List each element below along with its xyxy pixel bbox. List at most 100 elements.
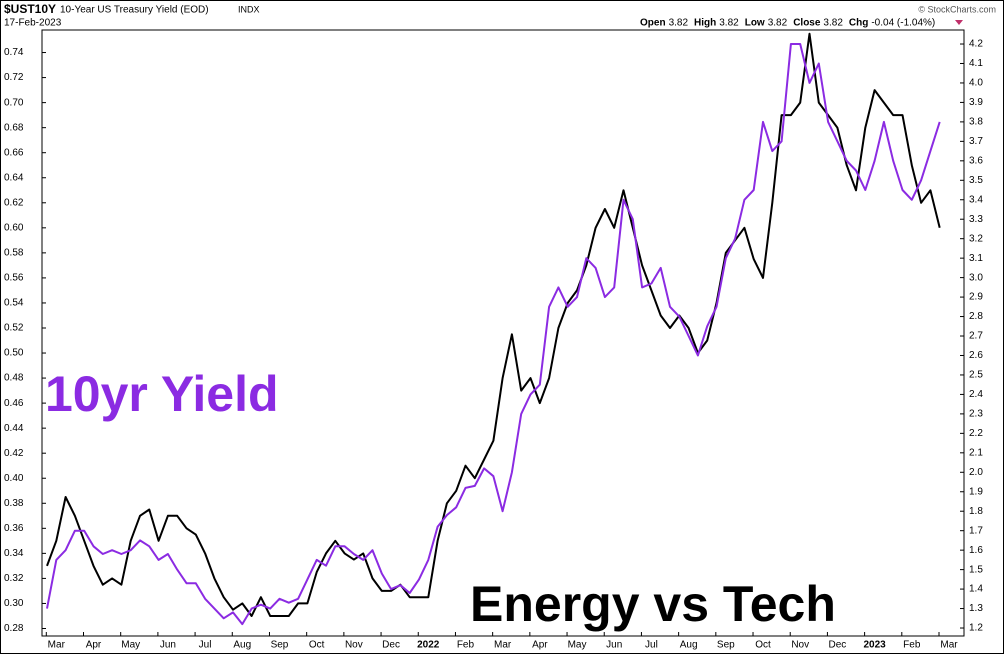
x-tick-label: Feb <box>903 640 921 651</box>
y-tick-label: 0.62 <box>4 197 24 208</box>
x-tick-label: 2022 <box>417 640 440 651</box>
y-tick-label: 0.34 <box>4 548 24 559</box>
x-tick-label: May <box>568 640 587 651</box>
x-tick-label: Mar <box>48 640 66 651</box>
y2-tick-label: 3.0 <box>969 272 983 283</box>
y-tick-label: 0.48 <box>4 373 24 384</box>
down-arrow <box>955 20 963 25</box>
y2-tick-label: 2.8 <box>969 311 983 322</box>
y2-tick-label: 1.7 <box>969 525 983 536</box>
y-tick-label: 0.44 <box>4 423 24 434</box>
y-tick-label: 0.74 <box>4 47 24 58</box>
y2-tick-label: 1.4 <box>969 584 983 595</box>
x-tick-label: Oct <box>755 640 771 651</box>
y-tick-label: 0.46 <box>4 398 24 409</box>
y-tick-label: 0.72 <box>4 72 24 83</box>
y2-tick-label: 3.7 <box>969 136 983 147</box>
y-tick-label: 0.28 <box>4 623 24 634</box>
y2-tick-label: 3.4 <box>969 194 983 205</box>
y-tick-label: 0.38 <box>4 498 24 509</box>
x-tick-label: Apr <box>532 640 548 651</box>
x-tick-label: Apr <box>86 640 102 651</box>
quote-value: 3.82 <box>719 18 739 29</box>
y2-tick-label: 4.1 <box>969 58 983 69</box>
y-tick-label: 0.56 <box>4 273 24 284</box>
y2-tick-label: 4.0 <box>969 78 983 89</box>
x-tick-label: Sep <box>271 640 289 651</box>
y2-tick-label: 1.6 <box>969 545 983 556</box>
y-tick-label: 0.50 <box>4 348 24 359</box>
x-tick-label: 2023 <box>863 640 886 651</box>
y-tick-label: 0.64 <box>4 172 24 183</box>
y-tick-label: 0.42 <box>4 448 24 459</box>
y-tick-label: 0.70 <box>4 97 24 108</box>
y2-tick-label: 4.2 <box>969 39 983 50</box>
quote-value: 3.82 <box>669 18 689 29</box>
x-tick-label: Oct <box>309 640 325 651</box>
x-tick-label: Nov <box>345 640 363 651</box>
x-tick-label: Jun <box>160 640 176 651</box>
quote-label: Close <box>793 18 821 29</box>
y2-tick-label: 3.2 <box>969 233 983 244</box>
y2-tick-label: 3.8 <box>969 117 983 128</box>
y-tick-label: 0.36 <box>4 523 24 534</box>
y2-tick-label: 3.5 <box>969 175 983 186</box>
y2-tick-label: 3.9 <box>969 97 983 108</box>
y-tick-label: 0.40 <box>4 473 24 484</box>
y2-tick-label: 1.2 <box>969 623 983 634</box>
y-tick-label: 0.66 <box>4 147 24 158</box>
x-tick-label: Mar <box>494 640 512 651</box>
y2-tick-label: 1.8 <box>969 506 983 517</box>
y-tick-label: 0.58 <box>4 248 24 259</box>
symbol: $UST10Y <box>4 2 56 16</box>
x-tick-label: Nov <box>791 640 809 651</box>
x-tick-label: Dec <box>382 640 400 651</box>
y2-tick-label: 1.5 <box>969 564 983 575</box>
x-tick-label: Jul <box>645 640 658 651</box>
x-tick-label: Aug <box>680 640 698 651</box>
quote-label: High <box>694 18 716 29</box>
series-name: 10-Year US Treasury Yield (EOD) <box>60 5 209 16</box>
x-tick-label: Aug <box>233 640 251 651</box>
y-tick-label: 0.54 <box>4 298 24 309</box>
y2-tick-label: 2.7 <box>969 331 983 342</box>
y2-tick-label: 2.0 <box>969 467 983 478</box>
y2-tick-label: 3.1 <box>969 253 983 264</box>
plot-area <box>41 29 965 637</box>
y-tick-label: 0.30 <box>4 598 24 609</box>
copyright: © StockCharts.com <box>918 4 996 14</box>
y2-tick-label: 3.3 <box>969 214 983 225</box>
x-tick-label: May <box>121 640 140 651</box>
quote-label: Low <box>745 18 765 29</box>
date: 17-Feb-2023 <box>4 18 62 29</box>
x-tick-label: Sep <box>717 640 735 651</box>
x-tick-label: Feb <box>457 640 475 651</box>
y-tick-label: 0.60 <box>4 222 24 233</box>
x-tick-label: Dec <box>829 640 847 651</box>
series-label: 10yr Yield <box>45 366 279 422</box>
series-label: Energy vs Tech <box>470 576 836 632</box>
quote-value: -0.04 (-1.04%) <box>871 18 935 29</box>
x-tick-label: Jun <box>606 640 622 651</box>
y2-tick-label: 2.6 <box>969 350 983 361</box>
quote-bar: Open 3.82 High 3.82 Low 3.82 Close 3.82 Chg -0.04… <box>640 18 935 29</box>
exchange: INDX <box>238 4 260 14</box>
series-line <box>46 43 941 626</box>
quote-label: Chg <box>849 18 868 29</box>
quote-value: 3.82 <box>768 18 788 29</box>
y2-tick-label: 1.3 <box>969 603 983 614</box>
y2-tick-label: 2.2 <box>969 428 983 439</box>
y2-tick-label: 2.3 <box>969 409 983 420</box>
x-tick-label: Mar <box>940 640 958 651</box>
y2-tick-label: 2.4 <box>969 389 983 400</box>
y-tick-label: 0.68 <box>4 122 24 133</box>
x-tick-label: Jul <box>199 640 212 651</box>
y2-tick-label: 2.1 <box>969 447 983 458</box>
y2-tick-label: 2.9 <box>969 292 983 303</box>
series-line <box>46 32 941 617</box>
y2-tick-label: 2.5 <box>969 370 983 381</box>
quote-label: Open <box>640 18 666 29</box>
y-tick-label: 0.32 <box>4 573 24 584</box>
